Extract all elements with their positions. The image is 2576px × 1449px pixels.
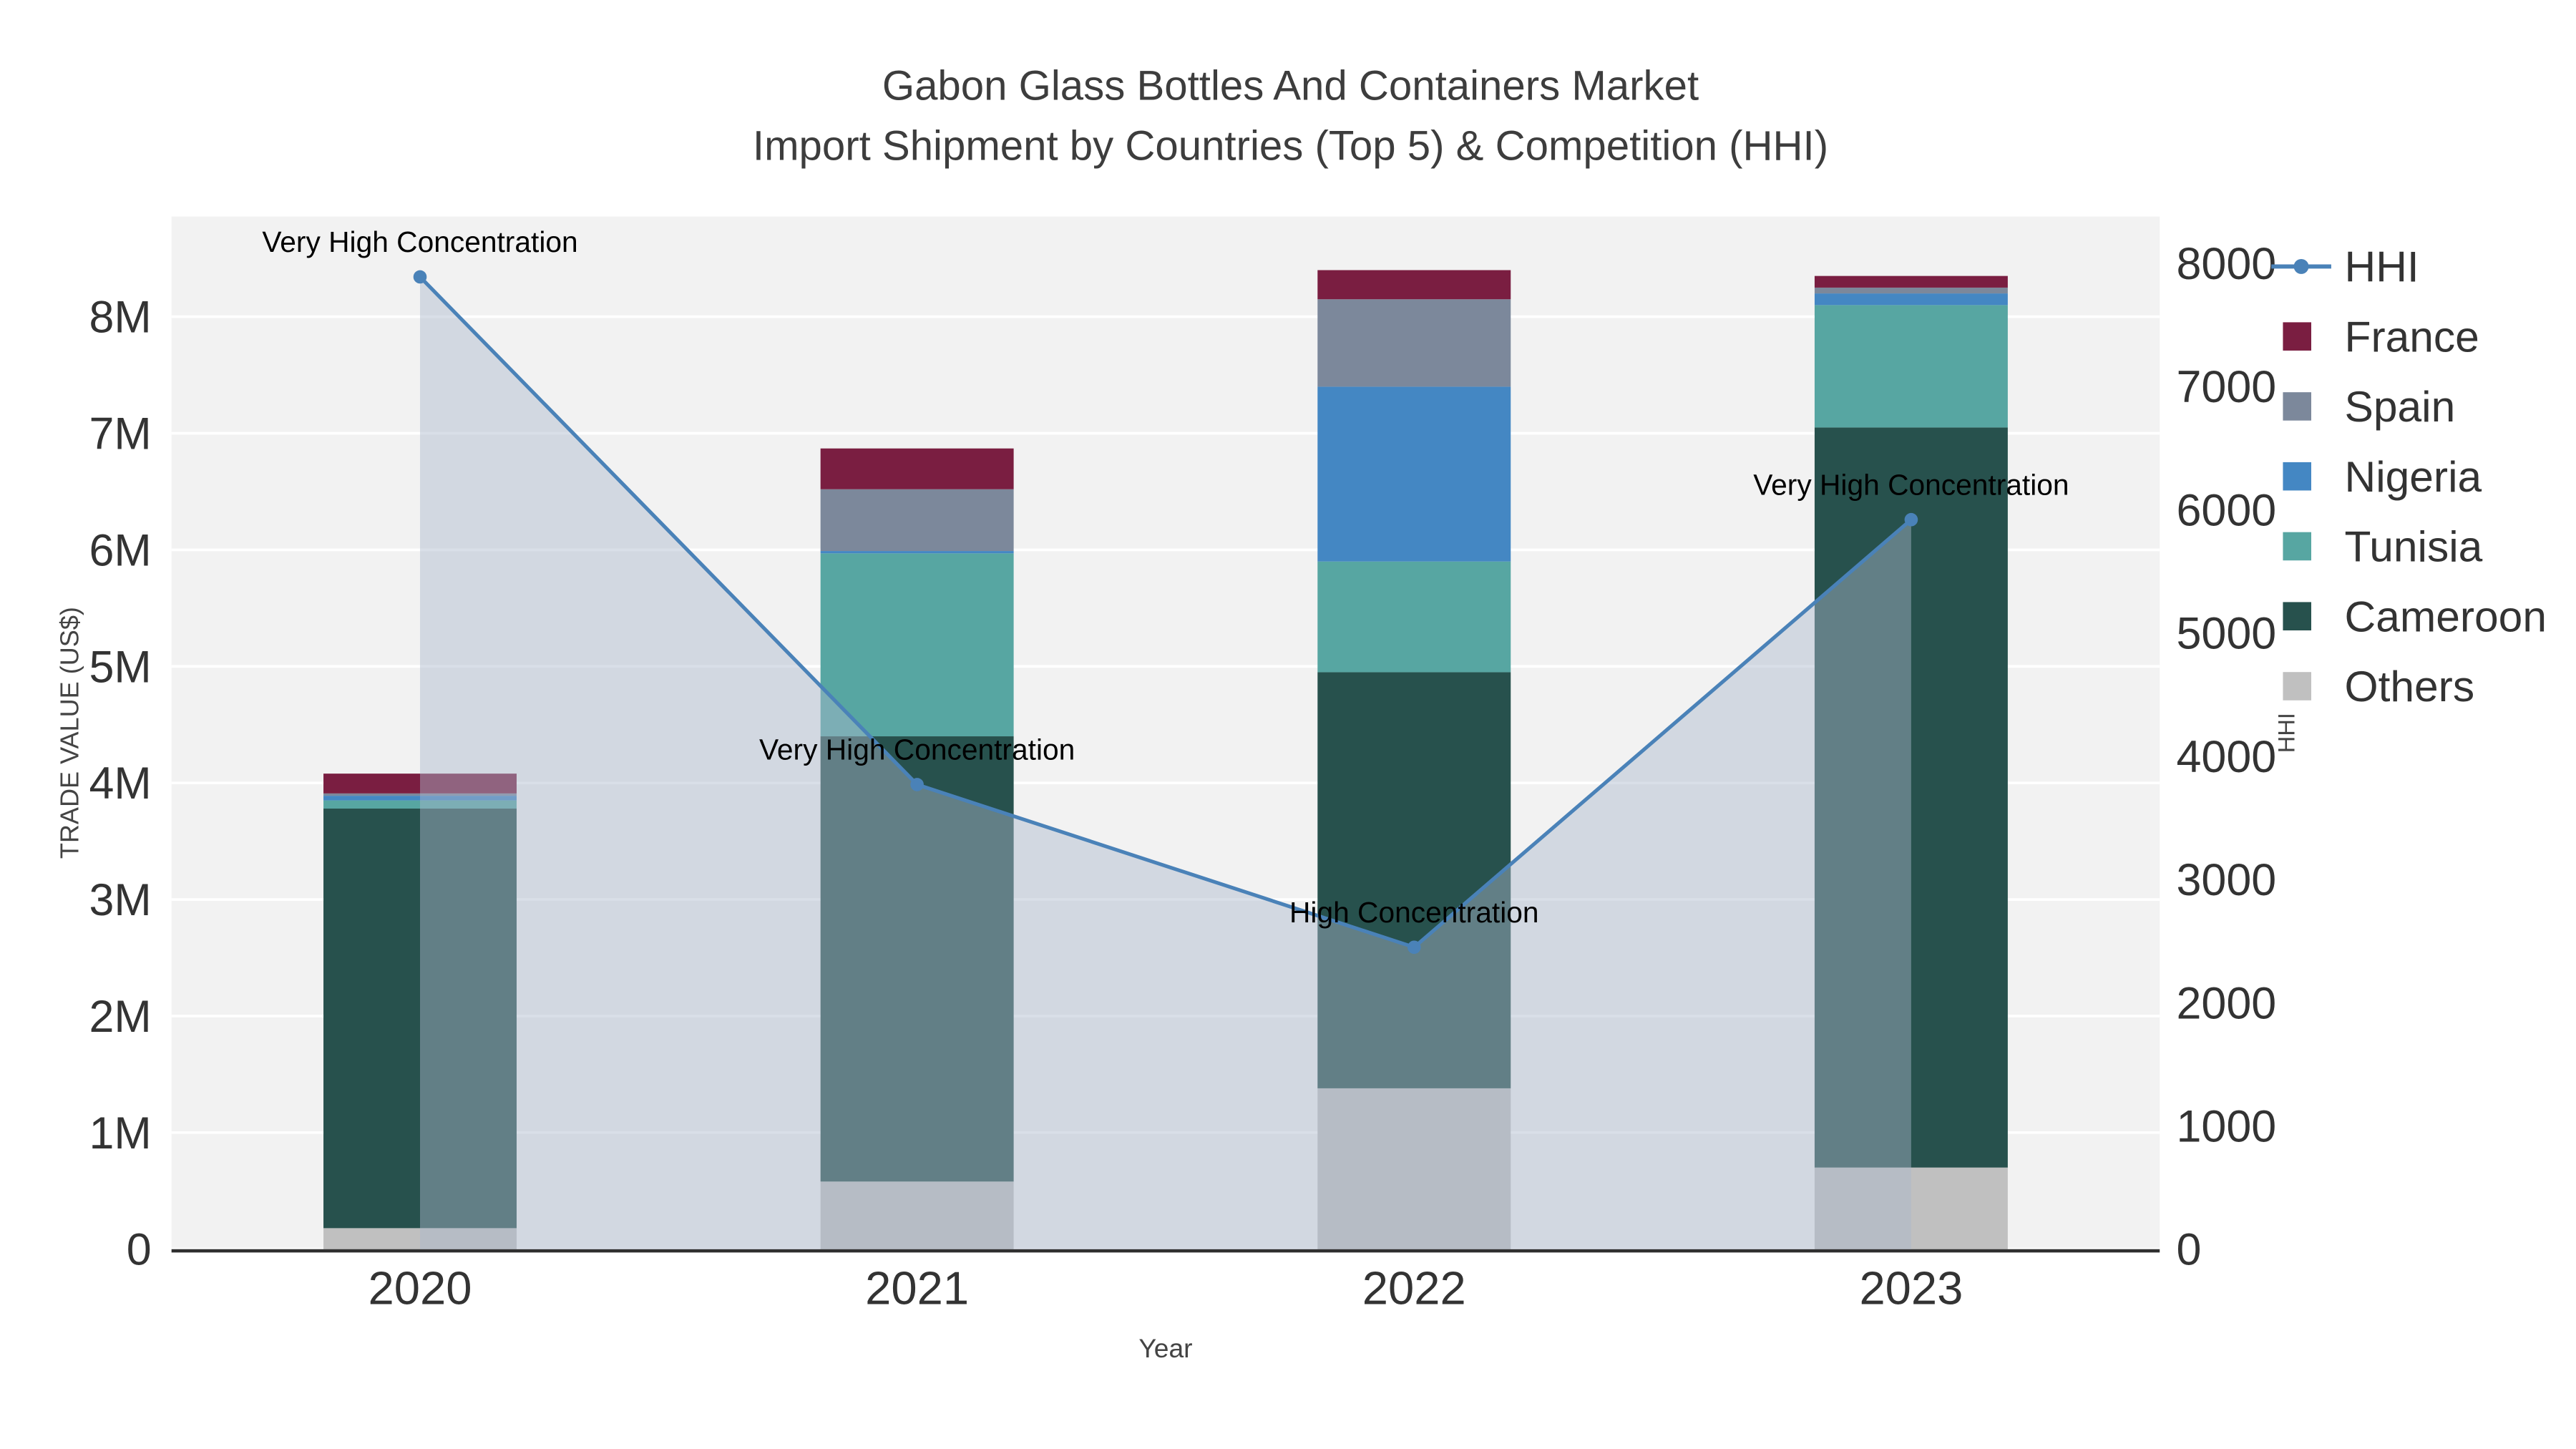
bar-segment-nigeria-2021 [820,551,1014,554]
bar-segment-tunisia-2020 [323,800,517,809]
y-left-tick: 2M [89,992,151,1042]
bar-segment-cameroon-2021 [820,736,1014,1182]
legend-item-france[interactable]: France [2283,312,2479,361]
bar-segment-others-2021 [820,1181,1014,1249]
legend-label: France [2345,312,2479,361]
legend-label: Others [2345,662,2475,711]
y-right-tick: 5000 [2176,609,2276,659]
chart-title-line1: Gabon Glass Bottles And Containers Marke… [882,63,1699,109]
bar-segment-nigeria-2023 [1814,293,2008,306]
legend-label: Tunisia [2345,522,2483,571]
bar-segment-nigeria-2022 [1317,386,1511,562]
hhi-line [419,275,1913,950]
legend-item-tunisia[interactable]: Tunisia [2283,522,2483,571]
legend: HHI France Spain Nigeria Tunisia Cameroon Othe… [2271,243,2547,711]
x-tick-2020: 2020 [369,1262,472,1314]
bar-segment-spain-2020 [323,793,517,796]
y-right-axis-title: HHI [2274,713,2300,753]
bar-segment-cameroon-2020 [323,809,517,1229]
bar-segment-cameroon-2023 [1814,427,2008,1168]
annotation-2022: High Concentration [1289,896,1539,929]
hhi-point-2020 [413,270,427,284]
annotation-2023: Very High Concentration [1753,468,2069,501]
bar-segment-france-2022 [1317,270,1511,300]
legend-swatch-france-icon [2283,322,2311,351]
y-right-tick: 0 [2176,1225,2201,1275]
y-left-tick: 8M [89,293,151,343]
legend-item-cameroon[interactable]: Cameroon [2283,592,2547,640]
x-tick-2022: 2022 [1362,1262,1466,1314]
legend-label: Nigeria [2345,452,2482,501]
legend-swatch-cameroon-icon [2283,602,2311,630]
annotation-2021: Very High Concentration [759,733,1075,766]
legend-item-hhi[interactable]: HHI [2271,243,2419,291]
bar-segment-france-2023 [1814,275,2008,288]
bar-segment-tunisia-2023 [1814,305,2008,428]
y-left-tick: 0 [127,1225,152,1275]
legend-item-others[interactable]: Others [2283,662,2474,711]
bar-segment-nigeria-2020 [323,796,517,801]
legend-item-spain[interactable]: Spain [2283,382,2455,431]
y-left-tick: 6M [89,525,151,575]
y-right-tick: 8000 [2176,239,2276,289]
y-left-axis-title: TRADE VALUE (US$) [54,607,84,859]
y-right-tick: 1000 [2176,1101,2276,1151]
legend-swatch-others-icon [2283,672,2311,701]
y-right-tick: 4000 [2176,732,2276,782]
legend-label: Spain [2345,382,2456,431]
bar-segment-france-2021 [820,448,1014,489]
y-right-tick: 7000 [2176,362,2276,412]
x-axis-title: Year [1138,1333,1192,1363]
bar-segment-others-2022 [1317,1088,1511,1249]
y-left-tick: 3M [89,875,151,925]
hhi-point-2022 [1407,940,1421,955]
y-left-tick: 5M [89,642,151,692]
legend-label: Cameroon [2345,592,2547,640]
hhi-point-2023 [1904,512,1918,527]
y-right-tick: 2000 [2176,978,2276,1028]
bar-segment-spain-2023 [1814,287,2008,294]
y-left-tick: 4M [89,758,151,809]
y-right-tick: 3000 [2176,855,2276,905]
legend-item-nigeria[interactable]: Nigeria [2283,452,2482,501]
bar-segment-france-2020 [323,774,517,794]
bar-segment-others-2020 [323,1228,517,1249]
legend-marker-dot-icon [2293,258,2309,274]
x-tick-2023: 2023 [1859,1262,1963,1314]
y-right-tick: 6000 [2176,485,2276,535]
y-left-tick: 1M [89,1108,151,1158]
hhi-point-2021 [910,778,924,791]
bar-segment-spain-2022 [1317,299,1511,387]
hhi-area-fill [420,276,1911,1249]
chart-title-line2: Import Shipment by Countries (Top 5) & C… [753,122,1828,169]
bar-segment-tunisia-2021 [820,553,1014,737]
bar-segment-spain-2021 [820,489,1014,552]
legend-swatch-tunisia-icon [2283,532,2311,561]
legend-swatch-spain-icon [2283,392,2311,421]
bar-segment-tunisia-2022 [1317,561,1511,673]
x-tick-2021: 2021 [865,1262,969,1314]
annotation-2020: Very High Concentration [262,225,577,258]
legend-swatch-nigeria-icon [2283,462,2311,491]
legend-label: HHI [2345,243,2419,291]
y-left-tick: 7M [89,409,151,459]
bar-segment-others-2023 [1814,1167,2008,1249]
bar-segment-cameroon-2022 [1317,672,1511,1088]
